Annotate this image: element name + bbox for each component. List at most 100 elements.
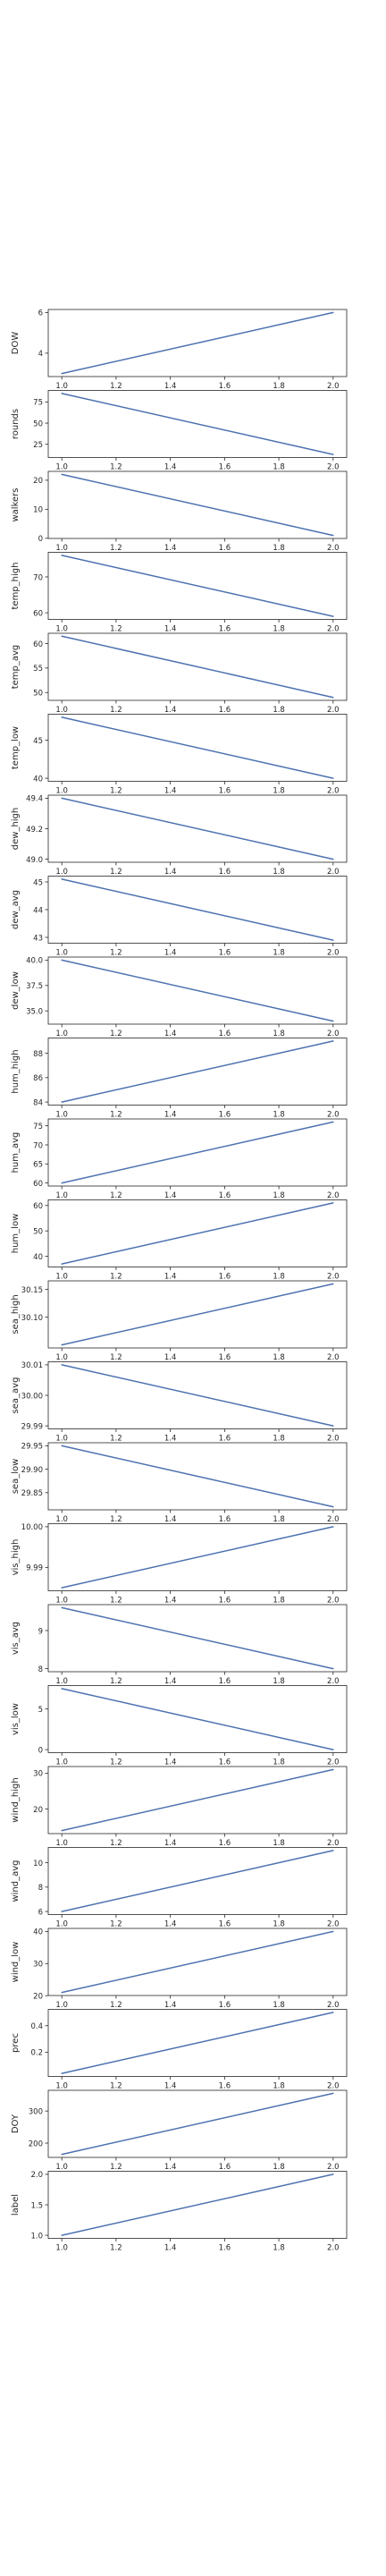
y-axis-label: temp_low (11, 726, 21, 769)
panel-rounds: 25 50 75 1.0 1.2 1.4 1.6 1.8 2.0 rounds (11, 390, 348, 472)
x-tick-label: 2.0 (327, 949, 340, 958)
x-tick-label: 1.2 (110, 1677, 122, 1686)
panel-sea_low: 29.85 29.90 29.95 1.0 1.2 1.4 1.6 1.8 2.0 sea_low (11, 1442, 348, 1524)
x-tick-label: 1.4 (164, 625, 177, 634)
x-tick-label: 1.8 (273, 706, 285, 715)
y-axis-label: prec (11, 2033, 21, 2053)
panel-hum_low: 40 50 60 1.0 1.2 1.4 1.6 1.8 2.0 hum_low (11, 1199, 348, 1282)
x-tick-label: 2.0 (327, 625, 340, 634)
x-tick-label: 1.0 (55, 1597, 68, 1606)
panel-hum_avg: 60 65 70 75 1.0 1.2 1.4 1.6 1.8 2.0 hum_avg (11, 1118, 348, 1200)
axes-frame (47, 552, 348, 620)
x-tick-label: 2.0 (327, 2244, 340, 2253)
y-axis-label: temp_avg (11, 645, 21, 690)
y-tick-label: 4 (38, 350, 43, 359)
y-axis-label: wind_high (11, 1777, 21, 1822)
x-tick-label: 2.0 (327, 1597, 340, 1606)
x-tick-label: 1.8 (273, 787, 285, 796)
y-tick-label: 50 (33, 690, 43, 699)
panel-vis_high: 9.99 10.00 1.0 1.2 1.4 1.6 1.8 2.0 vis_high (11, 1523, 348, 1606)
y-tick-label: 86 (33, 1074, 43, 1083)
panel-wind_low: 20 30 40 1.0 1.2 1.4 1.6 1.8 2.0 wind_low (11, 1928, 348, 2010)
y-tick-label: 30.10 (21, 1314, 43, 1323)
x-tick-label: 1.2 (110, 2163, 122, 2172)
series-line (61, 1768, 334, 1832)
x-tick-label: 1.0 (55, 2001, 68, 2010)
y-tick-label: 0.4 (30, 2022, 43, 2031)
x-tick-label: 1.4 (164, 1839, 177, 1848)
x-tick-label: 1.8 (273, 1353, 285, 1362)
y-tick-label: 20 (33, 477, 43, 486)
axes-frame (47, 1280, 348, 1349)
y-tick-label: 75 (33, 399, 43, 408)
x-tick-label: 1.0 (55, 1191, 68, 1200)
series-line (61, 878, 334, 941)
panel-sea_avg: 29.99 30.00 30.01 1.0 1.2 1.4 1.6 1.8 2.0 sea_avg (11, 1361, 348, 1444)
x-tick-label: 2.0 (327, 1758, 340, 1767)
x-tick-label: 1.6 (219, 2244, 231, 2253)
x-tick-label: 1.6 (219, 706, 231, 715)
y-tick-label: 50 (33, 1227, 43, 1236)
series-line (61, 716, 334, 779)
y-axis-label: hum_low (11, 1214, 21, 1254)
x-tick-label: 2.0 (327, 2082, 340, 2091)
x-tick-label: 2.0 (327, 868, 340, 877)
x-tick-label: 1.2 (110, 949, 122, 958)
x-tick-label: 2.0 (327, 1839, 340, 1848)
y-axis-label: vis_low (11, 1703, 21, 1735)
y-axis-label: temp_high (11, 563, 21, 610)
x-tick-label: 1.2 (110, 625, 122, 634)
axes-frame (47, 1766, 348, 1835)
x-tick-label: 1.0 (55, 1111, 68, 1120)
x-tick-label: 1.2 (110, 1435, 122, 1444)
x-tick-label: 1.4 (164, 1273, 177, 1282)
x-tick-label: 1.6 (219, 949, 231, 958)
panel-vis_avg: 8 9 1.0 1.2 1.4 1.6 1.8 2.0 vis_avg (11, 1604, 348, 1686)
series-line (61, 1526, 334, 1589)
x-tick-label: 1.4 (164, 2244, 177, 2253)
x-tick-label: 1.0 (55, 1273, 68, 1282)
y-tick-label: 10 (33, 506, 43, 515)
x-tick-label: 1.4 (164, 1191, 177, 1200)
x-tick-label: 1.6 (219, 1191, 231, 1200)
x-tick-label: 1.8 (273, 1839, 285, 1848)
axes-frame (47, 2009, 348, 2077)
x-tick-label: 1.4 (164, 1677, 177, 1686)
series-line (61, 1445, 334, 1508)
panel-dew_avg: 43 44 45 1.0 1.2 1.4 1.6 1.8 2.0 dew_avg (11, 876, 348, 958)
series-line (61, 1850, 334, 1912)
y-tick-label: 200 (29, 2140, 43, 2148)
x-tick-label: 1.8 (273, 1677, 285, 1686)
series-line (61, 1606, 334, 1670)
axes-frame (47, 1118, 348, 1187)
x-tick-label: 1.8 (273, 2244, 285, 2253)
x-tick-label: 1.8 (273, 1515, 285, 1524)
x-tick-label: 1.8 (273, 868, 285, 877)
x-tick-label: 1.0 (55, 1758, 68, 1767)
x-tick-label: 1.0 (55, 1677, 68, 1686)
y-tick-label: 88 (33, 1050, 43, 1059)
y-tick-label: 43 (33, 934, 43, 943)
y-axis-label: dew_avg (11, 890, 21, 929)
y-tick-label: 10.00 (21, 1523, 43, 1532)
x-tick-label: 1.6 (219, 2163, 231, 2172)
x-tick-label: 1.2 (110, 382, 122, 391)
axes-frame (47, 632, 348, 701)
series-line (61, 1121, 334, 1184)
x-tick-label: 1.2 (110, 1758, 122, 1767)
series-line (61, 1040, 334, 1103)
y-tick-label: 20 (33, 1992, 43, 2001)
y-tick-label: 65 (33, 1161, 43, 1170)
y-tick-label: 70 (33, 1141, 43, 1150)
y-tick-label: 49.0 (26, 856, 43, 865)
axes-frame (47, 1928, 348, 1996)
x-tick-label: 1.6 (219, 868, 231, 877)
x-tick-label: 1.8 (273, 1191, 285, 1200)
y-tick-label: 84 (33, 1098, 43, 1107)
x-tick-label: 1.6 (219, 463, 231, 472)
x-tick-label: 1.0 (55, 1435, 68, 1444)
series-line (61, 311, 334, 375)
axes-frame (47, 309, 348, 377)
y-tick-label: 40.0 (26, 957, 43, 966)
